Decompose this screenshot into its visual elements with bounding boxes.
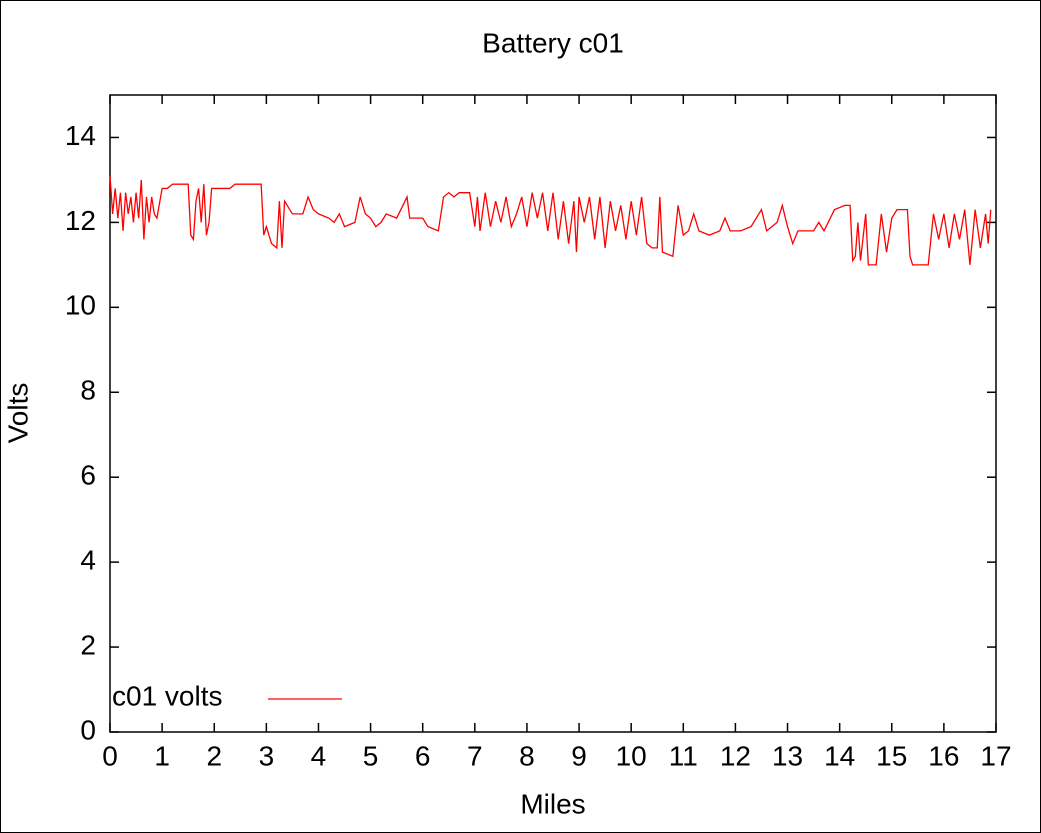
y-tick-label: 0	[80, 714, 96, 745]
x-tick-label: 15	[876, 740, 907, 771]
x-tick-label: 9	[571, 740, 587, 771]
y-tick-label: 14	[65, 120, 96, 151]
x-tick-label: 7	[467, 740, 483, 771]
x-tick-label: 3	[259, 740, 275, 771]
x-tick-label: 2	[206, 740, 222, 771]
y-tick-label: 6	[80, 460, 96, 491]
x-tick-label: 12	[720, 740, 751, 771]
legend-label: c01 volts	[112, 680, 223, 711]
x-tick-label: 11	[669, 740, 698, 771]
x-tick-label: 5	[363, 740, 379, 771]
x-axis-label: Miles	[520, 788, 585, 819]
x-tick-label: 1	[154, 740, 170, 771]
y-tick-label: 8	[80, 375, 96, 406]
x-tick-label: 13	[772, 740, 803, 771]
y-tick-label: 2	[80, 629, 96, 660]
x-tick-label: 4	[311, 740, 327, 771]
x-tick-label: 6	[415, 740, 431, 771]
series-line	[109, 175, 992, 266]
chart-title: Battery c01	[482, 27, 624, 58]
x-tick-label: 10	[616, 740, 647, 771]
y-tick-label: 10	[65, 290, 96, 321]
x-tick-label: 14	[824, 740, 855, 771]
y-tick-label: 4	[80, 545, 96, 576]
y-axis-label: Volts	[2, 383, 33, 444]
y-tick-label: 12	[65, 205, 96, 236]
x-tick-label: 0	[102, 740, 118, 771]
x-tick-label: 17	[980, 740, 1011, 771]
x-tick-label: 16	[928, 740, 959, 771]
x-tick-label: 8	[519, 740, 535, 771]
plot-border	[109, 94, 997, 733]
